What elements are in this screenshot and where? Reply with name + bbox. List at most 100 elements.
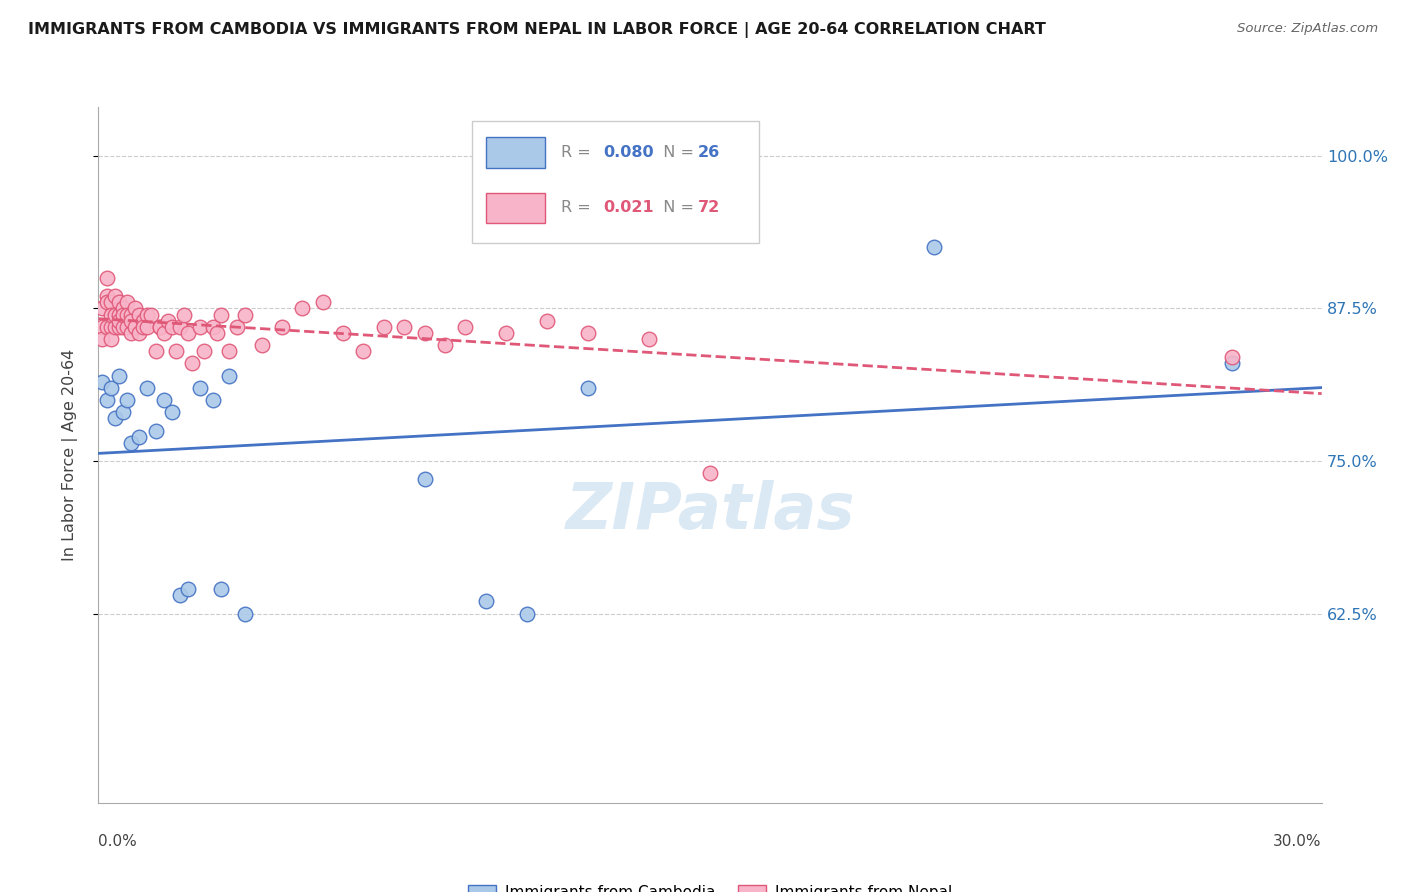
- Point: [160, 405, 183, 419]
- Text: 72: 72: [697, 201, 720, 216]
- Point: [108, 319, 131, 334]
- Point: [124, 319, 146, 334]
- Text: Source: ZipAtlas.com: Source: ZipAtlas.com: [1237, 22, 1378, 36]
- Point: [209, 308, 232, 322]
- Point: [115, 308, 138, 322]
- Point: [233, 308, 256, 322]
- Point: [169, 588, 191, 602]
- Point: [188, 381, 212, 395]
- Text: N =: N =: [652, 145, 699, 160]
- Point: [193, 344, 215, 359]
- Point: [160, 319, 183, 334]
- Text: 0.080: 0.080: [603, 145, 654, 160]
- Point: [136, 319, 159, 334]
- FancyBboxPatch shape: [471, 121, 759, 243]
- Point: [156, 313, 179, 327]
- Point: [141, 308, 163, 322]
- Point: [100, 308, 122, 322]
- Point: [104, 411, 127, 425]
- Point: [100, 381, 122, 395]
- Text: R =: R =: [561, 201, 596, 216]
- Point: [91, 375, 114, 389]
- Point: [108, 308, 131, 322]
- Point: [188, 319, 212, 334]
- Point: [413, 472, 436, 486]
- Point: [128, 326, 150, 340]
- Point: [152, 326, 174, 340]
- Point: [115, 392, 138, 407]
- Text: 26: 26: [697, 145, 720, 160]
- Point: [96, 295, 118, 310]
- Point: [218, 344, 240, 359]
- Point: [108, 295, 131, 310]
- Point: [111, 301, 134, 316]
- Point: [100, 332, 122, 346]
- Point: [233, 607, 256, 621]
- Point: [115, 295, 138, 310]
- Point: [536, 313, 558, 327]
- Point: [128, 308, 150, 322]
- Point: [100, 319, 122, 334]
- Text: 0.0%: 0.0%: [98, 834, 138, 849]
- Point: [312, 295, 335, 310]
- Point: [104, 319, 127, 334]
- Point: [120, 308, 142, 322]
- Point: [638, 332, 661, 346]
- Bar: [486, 193, 546, 223]
- Point: [434, 338, 457, 352]
- Point: [96, 392, 118, 407]
- Text: N =: N =: [652, 201, 699, 216]
- Point: [111, 405, 134, 419]
- Point: [454, 319, 477, 334]
- Point: [120, 326, 142, 340]
- Point: [209, 582, 232, 597]
- Point: [181, 356, 204, 370]
- Legend: Immigrants from Cambodia, Immigrants from Nepal: Immigrants from Cambodia, Immigrants fro…: [463, 880, 957, 892]
- Point: [177, 326, 200, 340]
- Point: [332, 326, 354, 340]
- Point: [576, 326, 599, 340]
- Point: [495, 326, 517, 340]
- Point: [111, 308, 134, 322]
- Point: [270, 319, 294, 334]
- Point: [100, 295, 122, 310]
- Point: [250, 338, 273, 352]
- Point: [1220, 351, 1243, 365]
- Point: [145, 424, 167, 438]
- Text: 0.021: 0.021: [603, 201, 654, 216]
- Point: [91, 301, 114, 316]
- Point: [201, 319, 224, 334]
- Point: [922, 240, 945, 254]
- Point: [291, 301, 314, 316]
- Point: [91, 332, 114, 346]
- Y-axis label: In Labor Force | Age 20-64: In Labor Force | Age 20-64: [62, 349, 77, 561]
- Point: [205, 326, 228, 340]
- Point: [115, 319, 138, 334]
- Point: [516, 607, 538, 621]
- Point: [111, 319, 134, 334]
- Point: [173, 308, 195, 322]
- Point: [392, 319, 416, 334]
- Point: [699, 467, 721, 481]
- Text: IMMIGRANTS FROM CAMBODIA VS IMMIGRANTS FROM NEPAL IN LABOR FORCE | AGE 20-64 COR: IMMIGRANTS FROM CAMBODIA VS IMMIGRANTS F…: [28, 22, 1046, 38]
- Point: [169, 319, 191, 334]
- Point: [96, 319, 118, 334]
- Point: [165, 344, 187, 359]
- Point: [132, 319, 155, 334]
- Text: R =: R =: [561, 145, 596, 160]
- Point: [96, 289, 118, 303]
- Bar: [486, 137, 546, 168]
- Point: [104, 289, 127, 303]
- Point: [120, 313, 142, 327]
- Point: [177, 582, 200, 597]
- Point: [474, 594, 498, 608]
- Point: [149, 319, 172, 334]
- Point: [132, 313, 155, 327]
- Point: [124, 301, 146, 316]
- Point: [91, 319, 114, 334]
- Point: [218, 368, 240, 383]
- Text: 30.0%: 30.0%: [1274, 834, 1322, 849]
- Point: [96, 271, 118, 285]
- Point: [120, 435, 142, 450]
- Point: [128, 429, 150, 443]
